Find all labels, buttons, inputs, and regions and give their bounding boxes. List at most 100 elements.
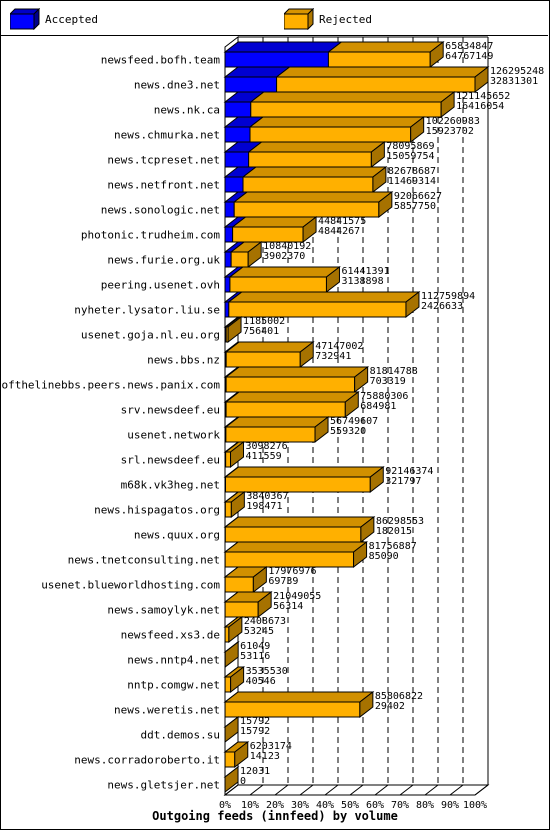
value-label-rejected: 81814788 xyxy=(370,366,418,377)
floor-tick xyxy=(274,784,289,796)
bar-rejected-top xyxy=(223,691,375,703)
y-tick-label: nyheter.lysator.liu.se xyxy=(74,304,220,317)
value-label-accepted: 40546 xyxy=(246,676,276,687)
x-tick-label: 70% xyxy=(391,800,409,811)
bar-rejected-front xyxy=(327,51,431,68)
bar-side xyxy=(369,465,384,494)
value-label-rejected: 12031 xyxy=(240,766,270,777)
bar-side xyxy=(224,715,239,744)
x-axis-title: Outgoing feeds (innfeed) by volume xyxy=(152,809,398,823)
bar-accepted-front xyxy=(224,251,232,268)
y-tick-label: nntp.comgw.net xyxy=(127,679,220,692)
value-label-rejected: 3535530 xyxy=(246,666,288,677)
x-tick-label: 80% xyxy=(416,800,434,811)
y-tick-label: usenet.goja.nl.eu.org xyxy=(81,329,220,342)
y-tick-label: news.nntp4.net xyxy=(127,654,220,667)
y-tick-label: endofthelinebbs.peers.news.panix.com xyxy=(0,379,220,392)
bar-rejected-top xyxy=(228,266,341,278)
bar-rejected-top xyxy=(224,466,385,478)
value-label-accepted: 64767149 xyxy=(445,51,493,62)
y-tick-label: srv.newsdeef.eu xyxy=(121,404,220,417)
value-label-accepted: 703319 xyxy=(370,376,406,387)
y-tick-label: news.gletsjer.net xyxy=(107,779,220,792)
bar-rejected-front xyxy=(224,551,355,568)
bar-rejected-front xyxy=(225,401,346,418)
y-tick-label: usenet.network xyxy=(127,429,220,442)
bar-side xyxy=(224,640,239,669)
y-tick-label: srl.newsdeef.eu xyxy=(121,454,220,467)
bar-rejected-front xyxy=(224,576,254,593)
bar-side xyxy=(360,515,375,544)
bar-rejected-front xyxy=(230,251,249,268)
y-tick-label: news.nk.ca xyxy=(154,104,220,117)
bar-rejected-top xyxy=(223,516,376,528)
value-label-rejected: 61441391 xyxy=(341,266,389,277)
value-label-rejected: 86298553 xyxy=(376,516,424,527)
bar-rejected-top xyxy=(224,416,330,428)
value-label-rejected: 81756887 xyxy=(369,541,417,552)
y-tick-label: news.sonologic.net xyxy=(101,204,220,217)
value-label-accepted: 15923702 xyxy=(426,126,474,137)
bar-accepted-front xyxy=(224,176,244,193)
bar-rejected-top xyxy=(231,216,318,228)
y-tick-label: news.netfront.net xyxy=(107,179,220,192)
y-tick-label: newsfeed.bofh.team xyxy=(101,54,221,67)
bar-rejected-front xyxy=(224,676,232,693)
bar-rejected-top xyxy=(227,291,421,303)
bar-rejected-top xyxy=(224,341,315,353)
bar-rejected-front xyxy=(225,351,301,368)
value-label-accepted: 732941 xyxy=(315,351,351,362)
value-label-accepted: 85090 xyxy=(369,551,399,562)
bar-rejected-top xyxy=(249,91,456,103)
value-label-rejected: 61049 xyxy=(240,641,270,652)
legend-rejected-label: Rejected xyxy=(319,13,372,26)
bar-rejected-front xyxy=(224,626,230,643)
value-label-rejected: 85806822 xyxy=(375,691,423,702)
floor-tick xyxy=(249,784,264,796)
value-label-accepted: 14123 xyxy=(250,751,280,762)
bar-rejected-top xyxy=(224,366,370,378)
floor-tick xyxy=(224,784,239,796)
bar-accepted-front xyxy=(224,201,235,218)
bar-accepted-front xyxy=(224,101,252,118)
bar-side xyxy=(230,440,245,469)
bar-accepted-front xyxy=(224,151,250,168)
y-tick-label: news.furie.org.uk xyxy=(107,254,220,267)
y-tick-label: peering.usenet.ovh xyxy=(101,279,220,292)
x-tick-label: 0% xyxy=(219,800,231,811)
bar-side xyxy=(227,315,242,344)
bar-rejected-top xyxy=(248,116,426,128)
value-label-rejected: 78095869 xyxy=(386,141,434,152)
bar-rejected-top xyxy=(326,41,445,53)
bar-side xyxy=(372,165,387,194)
floor-tick xyxy=(349,784,364,796)
value-label-accepted: 5857750 xyxy=(394,201,436,212)
bar-rejected-front xyxy=(228,301,407,318)
value-label-accepted: 11469314 xyxy=(388,176,436,187)
bar-side xyxy=(405,290,420,319)
value-label-accepted: 53116 xyxy=(240,651,270,662)
value-label-rejected: 17976976 xyxy=(268,566,316,577)
bar-side xyxy=(299,340,314,369)
bar-rejected-front xyxy=(224,701,361,718)
value-label-rejected: 65834847 xyxy=(445,41,493,52)
legend-accepted-label: Accepted xyxy=(45,13,98,26)
bar-accepted-front xyxy=(224,226,234,243)
floor-tick xyxy=(374,784,389,796)
value-label-rejected: 6203174 xyxy=(250,741,292,752)
value-label-rejected: 102260983 xyxy=(426,116,480,127)
bar-side xyxy=(353,540,368,569)
bar-accepted-top xyxy=(223,41,343,53)
value-label-accepted: 15059754 xyxy=(386,151,434,162)
y-tick-label: news.hispagatos.org xyxy=(94,504,220,517)
value-label-accepted: 559320 xyxy=(330,426,366,437)
bar-rejected-front xyxy=(232,226,304,243)
bar-accepted-front xyxy=(224,51,329,68)
x-tick-label: 50% xyxy=(341,800,359,811)
bar-side xyxy=(234,740,249,769)
x-tick-label: 100% xyxy=(463,800,487,811)
bar-accepted-front xyxy=(224,126,251,143)
value-label-rejected: 75880306 xyxy=(360,391,408,402)
bar-side xyxy=(429,40,444,69)
bar-side xyxy=(378,190,393,219)
